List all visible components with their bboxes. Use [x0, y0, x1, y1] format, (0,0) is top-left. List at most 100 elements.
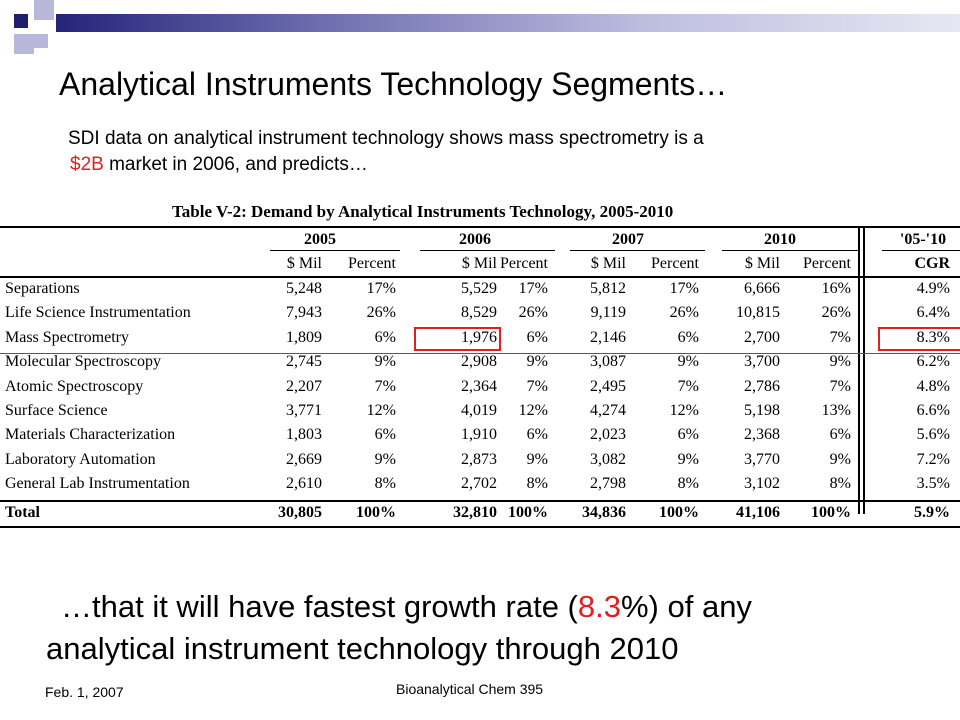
- subtitle-line2: $2B market in 2006, and predicts…: [70, 152, 908, 178]
- column-header: CGR: [914, 255, 950, 272]
- table-cell: 8.3%: [916, 328, 950, 346]
- row-label: Separations: [5, 280, 80, 297]
- highlight-box: [878, 326, 960, 351]
- table-cell: 7%: [829, 377, 851, 395]
- year-underline: [882, 250, 960, 251]
- footer-date: Feb. 1, 2007: [45, 684, 124, 700]
- column-header: $ Mil: [590, 255, 626, 272]
- table-cell: 6%: [526, 426, 548, 444]
- conclusion-text-1: …that it will have fastest growth rate (: [61, 589, 578, 624]
- year-underline: [420, 250, 555, 251]
- total-cell: 100%: [659, 503, 699, 521]
- table-cell: 1,809: [286, 328, 322, 346]
- row-label: Mass Spectrometry: [5, 328, 129, 346]
- row-label: Surface Science: [5, 402, 108, 419]
- table-cell: 2,495: [590, 377, 626, 395]
- table-cell: 9%: [526, 450, 548, 468]
- highlight-box: [414, 326, 501, 351]
- table-cell: 26%: [669, 304, 699, 322]
- table-cell: 2,207: [286, 377, 322, 395]
- table-cell: 2,364: [461, 377, 497, 395]
- table-cell: 5,529: [461, 280, 497, 297]
- table-cell: 26%: [518, 304, 548, 322]
- year-header: 2005: [304, 231, 336, 248]
- subtitle-line2-text: market in 2006, and predicts…: [103, 154, 368, 175]
- table-cell: 3,771: [286, 402, 322, 419]
- year-underline: [270, 250, 400, 251]
- table-cell: 4,274: [590, 402, 626, 419]
- table-cell: 8%: [829, 475, 851, 493]
- deco-square-dark-1: [14, 14, 28, 28]
- year-underline: [570, 250, 705, 251]
- table-cell: 9,119: [590, 304, 626, 322]
- row-label: Atomic Spectroscopy: [5, 377, 144, 395]
- table-cell: 1,803: [286, 426, 322, 444]
- header-rule: [0, 276, 960, 278]
- table-cell: 5,812: [590, 280, 626, 297]
- table-cell: 17%: [669, 280, 699, 297]
- highlight-row-line: [0, 352, 960, 354]
- table-cell: 10,815: [736, 304, 780, 322]
- table-cell: 17%: [366, 280, 396, 297]
- table-cell: 9%: [677, 353, 699, 371]
- conclusion-text-2: %) of any: [620, 589, 752, 624]
- total-cell: 100%: [356, 503, 396, 521]
- table-cell: 26%: [821, 304, 851, 322]
- table-cell: 9%: [526, 353, 548, 371]
- table-cell: 6.4%: [916, 304, 950, 322]
- table-cell: 9%: [374, 450, 396, 468]
- subtitle-line1: SDI data on analytical instrument techno…: [68, 128, 704, 149]
- table-cell: 9%: [374, 353, 396, 371]
- table-cell: 2,702: [461, 475, 497, 493]
- table-title: Table V-2: Demand by Analytical Instrume…: [172, 202, 674, 221]
- row-label: Materials Characterization: [5, 426, 176, 444]
- table-cell: 9%: [829, 353, 851, 371]
- table-cell: 7%: [374, 377, 396, 395]
- table-cell: 7,943: [286, 304, 322, 322]
- column-header: $ Mil: [286, 255, 322, 272]
- total-cell: 32,810: [453, 503, 497, 521]
- table-cell: 3,700: [744, 353, 780, 371]
- total-cell: 34,836: [582, 503, 626, 521]
- table-cell: 9%: [677, 450, 699, 468]
- table-cell: 4.8%: [916, 377, 950, 395]
- table-cell: 6%: [526, 328, 548, 346]
- row-label: Molecular Spectroscopy: [5, 353, 161, 371]
- table-cell: 6%: [677, 328, 699, 346]
- table-cell: 1,910: [461, 426, 497, 444]
- table-cell: 12%: [669, 402, 699, 419]
- table-cell: 8%: [526, 475, 548, 493]
- table-cell: 2,745: [286, 353, 322, 371]
- total-cell: 41,106: [736, 503, 780, 521]
- table-top-rule: [0, 226, 960, 228]
- total-cell: 100%: [811, 503, 851, 521]
- table-cell: 3,770: [744, 450, 780, 468]
- table-cell: 6.2%: [916, 353, 950, 371]
- table-cell: 2,798: [590, 475, 626, 493]
- table-cell: 3,082: [590, 450, 626, 468]
- demand-table: Table V-2: Demand by Analytical Instrume…: [0, 196, 960, 528]
- table-cell: 2,368: [744, 426, 780, 444]
- table-cell: 2,786: [744, 377, 780, 395]
- table-cell: 16%: [821, 280, 851, 297]
- table-cell: 6%: [829, 426, 851, 444]
- table-cell: 2,023: [590, 426, 626, 444]
- slide-title: Analytical Instruments Technology Segmen…: [59, 66, 728, 102]
- table-cell: 2,610: [286, 475, 322, 493]
- table-cell: 6,666: [744, 280, 780, 297]
- table-cell: 3,087: [590, 353, 626, 371]
- year-header: '05-'10: [899, 231, 947, 248]
- table-cell: 3,102: [744, 475, 780, 493]
- table-cell: 5,198: [744, 402, 780, 419]
- column-header: Percent: [348, 255, 396, 272]
- year-underline: [722, 250, 858, 251]
- column-header: Percent: [651, 255, 699, 272]
- table-cell: 7%: [677, 377, 699, 395]
- table-cell: 6.6%: [916, 402, 950, 419]
- column-header: Percent: [803, 255, 851, 272]
- table-bottom-rule: [0, 525, 960, 528]
- table-cell: 9%: [829, 450, 851, 468]
- table-cell: 1,976: [461, 328, 497, 346]
- deco-square-light-1: [34, 0, 54, 20]
- table-divider: [863, 226, 865, 514]
